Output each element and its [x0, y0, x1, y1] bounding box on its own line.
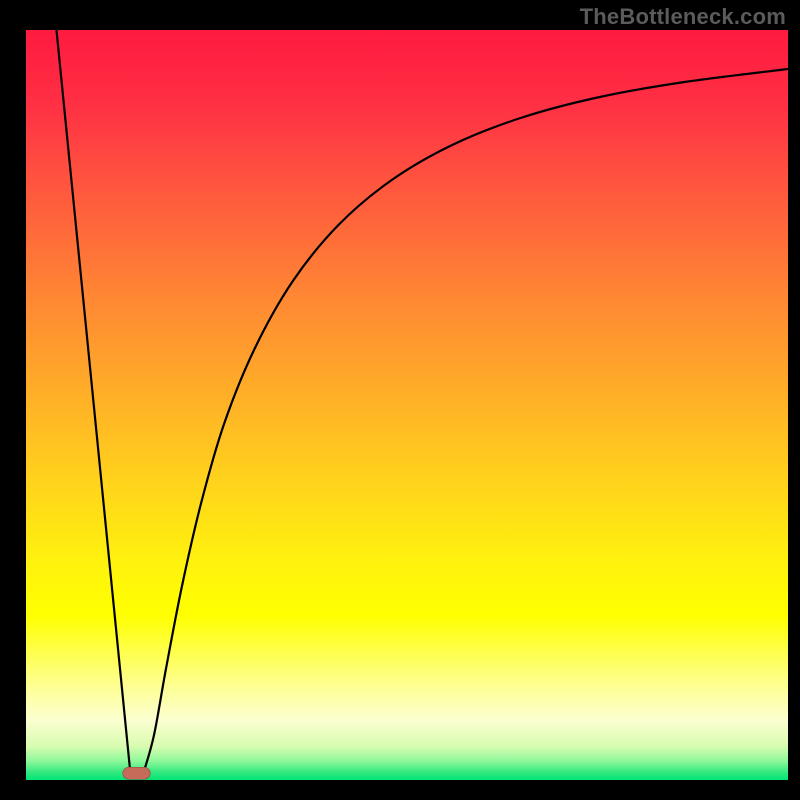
plot-area [26, 30, 788, 780]
curve-left-branch [56, 30, 130, 773]
watermark-text: TheBottleneck.com [580, 4, 786, 30]
curve-layer [26, 30, 788, 780]
chart-frame: TheBottleneck.com [0, 0, 800, 800]
min-marker [123, 767, 150, 779]
curve-right-branch [143, 69, 788, 773]
